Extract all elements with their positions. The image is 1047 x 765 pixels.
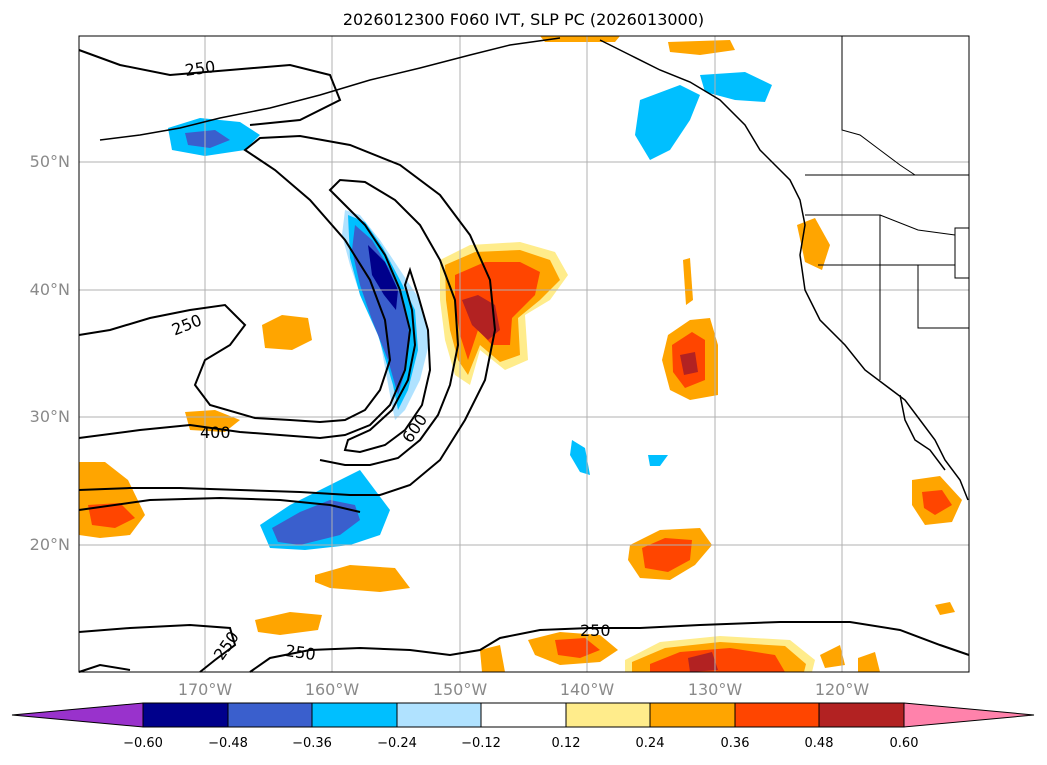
negative-anomaly-gulf [635,85,700,160]
lon-label-150w: 150°W [432,680,488,699]
colorbar-tick: 0.48 [804,736,834,751]
colorbar-extend-low [11,702,144,728]
lat-label-40n: 40°N [29,280,70,299]
lon-label-120w: 120°W [814,680,870,699]
colorbar-tick: −0.36 [292,736,332,751]
map-title: 2026012300 F060 IVT, SLP PC (2026013000) [342,10,705,29]
colorbar-tick: 0.60 [889,736,919,751]
lon-label-140w: 140°W [559,680,615,699]
colorbar-tick: 0.36 [720,736,750,751]
contour-600 [343,266,432,454]
lat-label-20n: 20°N [29,535,70,554]
map-gridlines [79,36,969,672]
contour-label: 250 [580,621,611,640]
contour-label: 250 [284,641,317,664]
colorbar [11,702,1035,728]
state-borders [805,36,970,380]
colorbar-tick: 0.12 [551,736,581,751]
slp-contours [78,49,970,673]
colorbar-tick: −0.24 [377,736,417,751]
contour-label: 250 [184,57,217,80]
colorbar-tick: −0.12 [461,736,501,751]
coastlines [99,37,969,501]
lon-label-170w: 170°W [177,680,233,699]
contour-250-north [78,49,342,126]
contour-band-south [78,496,361,513]
lon-label-160w: 160°W [304,680,360,699]
contour-250-bottom [78,623,237,673]
contour-outer [78,134,497,496]
contour-labels: 250 250 400 600 250 250 250 [169,57,611,664]
lon-label-130w: 130°W [687,680,743,699]
colorbar-tick: −0.48 [208,736,248,751]
lat-label-50n: 50°N [29,152,70,171]
ivt-shading [79,36,962,672]
colorbar-tick: 0.24 [635,736,665,751]
contour-label: 400 [200,423,231,442]
colorbar-extend-high [903,702,1035,728]
contour-400 [78,178,460,466]
colorbar-tick: −0.60 [123,736,163,751]
lat-label-30n: 30°N [29,407,70,426]
map-frame [78,35,970,673]
